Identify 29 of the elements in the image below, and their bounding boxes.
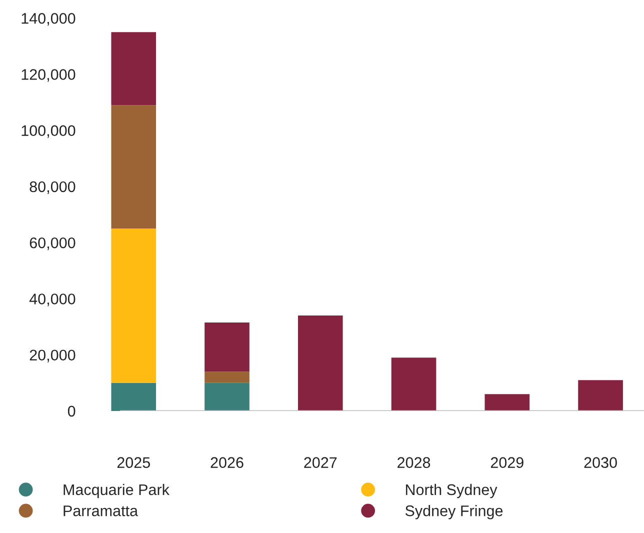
y-tick-label: 20,000 [30, 350, 76, 362]
y-tick-label: 80,000 [30, 181, 76, 194]
y-tick-label: 60,000 [30, 237, 76, 250]
x-tick-label: 2029 [490, 457, 524, 468]
bar [204, 382, 250, 411]
bar [111, 228, 156, 383]
bar [111, 32, 156, 106]
y-tick-label: 0 [68, 406, 76, 417]
legend-label: Macquarie Park [64, 484, 170, 498]
y-tick-label: 100,000 [22, 125, 76, 138]
y-tick-label: 120,000 [22, 69, 76, 82]
y-tick-label: 40,000 [29, 294, 76, 306]
bar [484, 394, 530, 411]
legend-label: Sydney Fringe [405, 505, 503, 520]
legend-label: North Sydney [406, 484, 498, 498]
x-tick-label: 2026 [210, 457, 244, 468]
bar [204, 322, 250, 372]
x-tick-label: 2025 [117, 457, 150, 468]
legend-label: Parramatta [64, 506, 138, 516]
bar [111, 382, 156, 411]
x-tick-label: 2027 [304, 457, 337, 468]
y-tick-label: 140,000 [22, 12, 76, 26]
x-tick-label: 2028 [398, 457, 430, 468]
x-tick-label: 2030 [584, 457, 617, 468]
bar [111, 105, 156, 229]
bar [298, 316, 343, 411]
bar [391, 358, 436, 411]
bar [578, 380, 623, 411]
bar [204, 372, 250, 383]
